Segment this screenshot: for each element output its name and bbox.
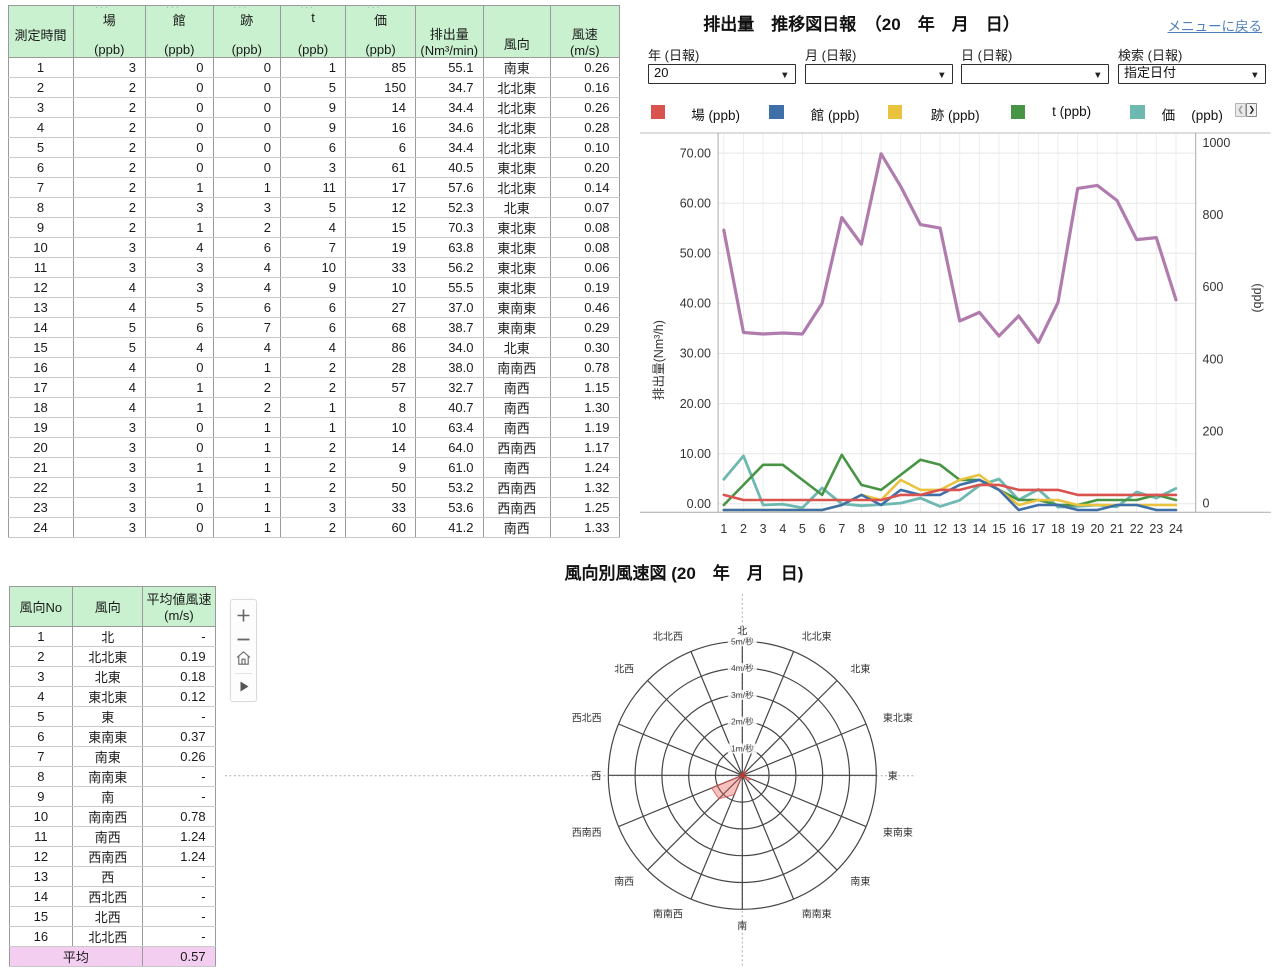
svg-text:18: 18 xyxy=(1051,522,1065,536)
svg-text:北北西: 北北西 xyxy=(653,631,683,643)
svg-text:南: 南 xyxy=(737,920,747,933)
svg-text:15: 15 xyxy=(992,522,1006,536)
svg-text:2: 2 xyxy=(740,522,747,536)
svg-text:19: 19 xyxy=(1071,522,1085,536)
svg-text:東南東: 東南東 xyxy=(883,826,913,839)
svg-text:西北西: 西北西 xyxy=(572,712,602,724)
svg-text:西: 西 xyxy=(591,771,601,782)
svg-text:東北東: 東北東 xyxy=(883,711,913,724)
svg-text:1000: 1000 xyxy=(1203,136,1231,150)
svg-text:70.00: 70.00 xyxy=(680,146,711,160)
svg-text:11: 11 xyxy=(914,522,927,536)
svg-text:5m/秒: 5m/秒 xyxy=(731,636,754,646)
svg-text:30.00: 30.00 xyxy=(680,347,711,361)
svg-text:20.00: 20.00 xyxy=(680,397,711,411)
svg-text:1: 1 xyxy=(720,522,727,536)
svg-text:南南東: 南南東 xyxy=(802,907,832,920)
svg-text:0: 0 xyxy=(1203,497,1210,511)
svg-text:200: 200 xyxy=(1203,424,1224,438)
svg-text:6: 6 xyxy=(819,522,826,536)
svg-text:40.00: 40.00 xyxy=(680,297,711,311)
svg-text:16: 16 xyxy=(1012,522,1026,536)
svg-text:9: 9 xyxy=(878,522,885,536)
svg-text:10.00: 10.00 xyxy=(680,447,711,461)
svg-text:4m/秒: 4m/秒 xyxy=(731,663,754,673)
svg-text:13: 13 xyxy=(953,522,967,536)
svg-text:20: 20 xyxy=(1090,522,1104,536)
svg-text:600: 600 xyxy=(1203,280,1224,294)
svg-text:3m/秒: 3m/秒 xyxy=(731,690,754,700)
svg-text:排出量(Nm³/h): 排出量(Nm³/h) xyxy=(652,320,666,400)
svg-text:7: 7 xyxy=(838,522,845,536)
svg-text:10: 10 xyxy=(894,522,908,536)
svg-text:23: 23 xyxy=(1149,522,1163,536)
svg-text:24: 24 xyxy=(1169,522,1183,536)
svg-text:14: 14 xyxy=(972,522,986,536)
svg-text:北東: 北東 xyxy=(850,663,870,676)
svg-text:60.00: 60.00 xyxy=(680,196,711,210)
svg-text:0.00: 0.00 xyxy=(687,497,711,511)
svg-text:1m/秒: 1m/秒 xyxy=(731,744,754,754)
svg-text:22: 22 xyxy=(1130,522,1144,536)
svg-text:北西: 北西 xyxy=(614,664,634,676)
svg-text:8: 8 xyxy=(858,522,865,536)
svg-text:西南西: 西南西 xyxy=(572,826,602,839)
svg-text:北北東: 北北東 xyxy=(802,630,832,643)
svg-text:(ppb): (ppb) xyxy=(1251,283,1265,312)
svg-text:北: 北 xyxy=(737,626,747,638)
svg-text:400: 400 xyxy=(1203,352,1224,366)
svg-text:東: 東 xyxy=(888,769,898,782)
svg-text:4: 4 xyxy=(779,522,786,536)
svg-text:南西: 南西 xyxy=(614,875,634,888)
svg-text:5: 5 xyxy=(799,522,806,536)
svg-text:17: 17 xyxy=(1031,522,1045,536)
svg-text:南東: 南東 xyxy=(850,875,870,888)
svg-text:3: 3 xyxy=(760,522,767,536)
svg-text:南南西: 南南西 xyxy=(653,907,683,920)
svg-text:12: 12 xyxy=(933,522,947,536)
svg-text:2m/秒: 2m/秒 xyxy=(731,717,754,727)
svg-text:50.00: 50.00 xyxy=(680,247,711,261)
svg-text:800: 800 xyxy=(1203,208,1224,222)
svg-text:21: 21 xyxy=(1110,522,1124,536)
